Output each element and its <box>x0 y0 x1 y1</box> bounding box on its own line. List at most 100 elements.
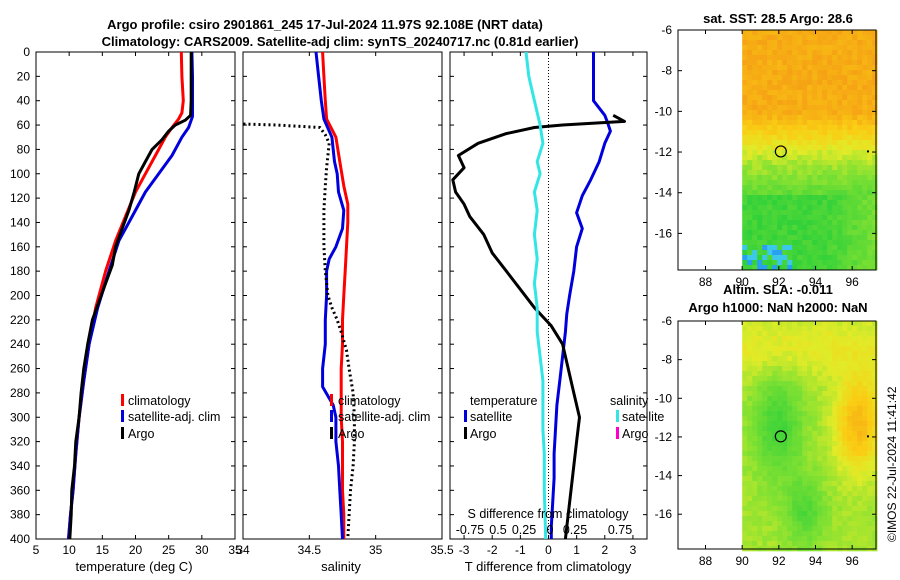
map-cell <box>767 155 773 161</box>
map-cell <box>812 165 818 171</box>
map-cell <box>797 250 803 256</box>
map-cell <box>742 541 748 547</box>
map-cell <box>827 366 833 372</box>
map-cell <box>832 501 838 507</box>
map-cell <box>827 331 833 337</box>
map-cell <box>787 85 793 91</box>
map-cell <box>767 260 773 266</box>
title-line1: Argo profile: csiro 2901861_245 17-Jul-2… <box>107 17 543 32</box>
map-cell <box>862 210 868 216</box>
map-cell <box>827 95 833 101</box>
map-cell <box>817 85 823 91</box>
map-cell <box>822 461 828 467</box>
map-cell <box>802 431 808 437</box>
map-cell <box>777 431 783 437</box>
map-cell <box>857 431 863 437</box>
map-cell <box>862 220 868 226</box>
map-cell <box>827 351 833 357</box>
map-cell <box>857 381 863 387</box>
map-cell <box>817 491 823 497</box>
map-cell <box>792 491 798 497</box>
map-cell <box>862 421 868 427</box>
map-cell <box>842 361 848 367</box>
map-cell <box>787 45 793 51</box>
map-cell <box>827 50 833 56</box>
map-cell <box>752 331 758 337</box>
map-cell <box>852 446 858 452</box>
map-cell <box>832 105 838 111</box>
map-cell <box>762 35 768 41</box>
map-cell <box>812 486 818 492</box>
map-cell <box>797 35 803 41</box>
map-cell <box>757 65 763 71</box>
map-cell <box>767 60 773 66</box>
map-cell <box>742 536 748 542</box>
map-cell <box>762 110 768 116</box>
map-cell <box>777 466 783 472</box>
map-cell <box>812 366 818 372</box>
map-cell <box>872 85 878 91</box>
map-cell <box>847 180 853 186</box>
map-cell <box>762 245 768 251</box>
map-cell <box>802 336 808 342</box>
map-cell <box>787 80 793 86</box>
x-tick-label: -2 <box>487 543 498 557</box>
map-cell <box>807 416 813 422</box>
map-cell <box>757 40 763 46</box>
map-cell <box>867 85 873 91</box>
map-cell <box>742 225 748 231</box>
salinity-xlabel: salinity <box>321 559 361 574</box>
map-cell <box>847 120 853 126</box>
map-cell <box>867 240 873 246</box>
map-cell <box>812 521 818 527</box>
map-cell <box>872 401 878 407</box>
map-cell <box>847 45 853 51</box>
map-cell <box>747 541 753 547</box>
map-cell <box>842 85 848 91</box>
map-cell <box>832 461 838 467</box>
map-cell <box>757 516 763 522</box>
map-cell <box>847 150 853 156</box>
map-cell <box>752 80 758 86</box>
map-cell <box>837 140 843 146</box>
map-cell <box>862 235 868 241</box>
map-cell <box>812 331 818 337</box>
map-cell <box>827 115 833 121</box>
map-cell <box>797 95 803 101</box>
map-cell <box>797 326 803 332</box>
map-cell <box>802 396 808 402</box>
map-cell <box>762 496 768 502</box>
map-cell <box>852 35 858 41</box>
map-cell <box>802 265 808 271</box>
map-cell <box>817 60 823 66</box>
map-cell <box>792 421 798 427</box>
map-cell <box>847 115 853 121</box>
map-cell <box>747 466 753 472</box>
map-cell <box>747 506 753 512</box>
map-cell <box>767 491 773 497</box>
map-cell <box>827 75 833 81</box>
map-cell <box>777 336 783 342</box>
map-cell <box>847 145 853 151</box>
map-cell <box>847 426 853 432</box>
map-cell <box>862 536 868 542</box>
map-cell <box>862 391 868 397</box>
map-cell <box>872 431 878 437</box>
map-cell <box>747 140 753 146</box>
map-cell <box>862 401 868 407</box>
map-cell <box>837 511 843 517</box>
map-cell <box>752 491 758 497</box>
map-cell <box>767 511 773 517</box>
map-cell <box>807 466 813 472</box>
map-cell <box>762 541 768 547</box>
map-cell <box>777 346 783 352</box>
map-cell <box>807 40 813 46</box>
map-cell <box>762 255 768 261</box>
map-cell <box>757 326 763 332</box>
map-cell <box>742 441 748 447</box>
map-cell <box>772 100 778 106</box>
map-cell <box>792 105 798 111</box>
map-cell <box>842 235 848 241</box>
map-cell <box>857 190 863 196</box>
map-cell <box>787 100 793 106</box>
